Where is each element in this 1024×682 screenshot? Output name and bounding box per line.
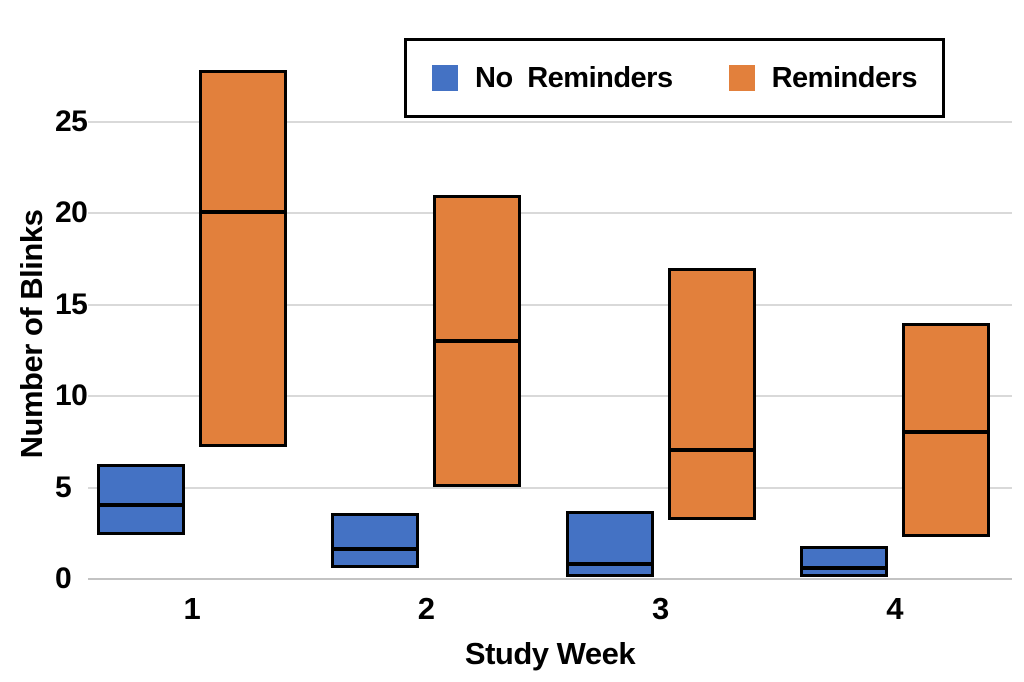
median-line-reminders-week-2 <box>435 338 520 343</box>
legend-item-no-reminders: No Reminders <box>432 62 673 95</box>
y-axis-title: Number of Blinks <box>14 209 49 459</box>
legend-swatch-reminders-icon <box>728 65 755 91</box>
y-tick-label-0: 0 <box>55 562 72 595</box>
legend: No Reminders Reminders <box>404 38 945 118</box>
gridline-y-15 <box>88 303 1012 306</box>
legend-label-reminders: Reminders <box>771 61 918 94</box>
box-reminders-week-2 <box>433 194 522 488</box>
box-no-reminders-week-1 <box>97 463 186 536</box>
gridline-y-5 <box>88 486 1012 489</box>
median-line-no-reminders-week-1 <box>99 503 184 508</box>
median-line-no-reminders-week-3 <box>567 561 652 566</box>
x-tick-label-1: 1 <box>183 591 201 626</box>
gridline-y-0 <box>88 578 1012 580</box>
box-no-reminders-week-4 <box>799 546 888 578</box>
x-tick-label-3: 3 <box>652 591 670 626</box>
box-reminders-week-4 <box>901 322 990 537</box>
median-line-no-reminders-week-2 <box>333 547 418 552</box>
box-no-reminders-week-2 <box>331 513 420 568</box>
x-tick-label-4: 4 <box>886 591 904 626</box>
y-tick-label-25: 25 <box>55 104 88 138</box>
legend-label-no-reminders: No Reminders <box>475 61 673 94</box>
y-tick-label-5: 5 <box>55 470 72 504</box>
gridline-y-10 <box>88 395 1012 397</box>
x-axis-title: Study Week <box>464 636 636 671</box>
median-line-reminders-week-1 <box>201 210 286 215</box>
gridline-y-20 <box>88 212 1012 214</box>
box-reminders-week-3 <box>667 267 756 521</box>
y-tick-label-10: 10 <box>55 379 88 412</box>
gridline-y-25 <box>88 120 1012 123</box>
median-line-no-reminders-week-4 <box>801 565 886 570</box>
box-no-reminders-week-3 <box>565 511 654 578</box>
median-line-reminders-week-4 <box>903 430 988 435</box>
box-reminders-week-1 <box>199 70 288 448</box>
y-tick-label-15: 15 <box>55 287 88 321</box>
legend-swatch-no-reminders-icon <box>432 65 458 91</box>
y-tick-label-20: 20 <box>55 196 88 229</box>
x-tick-label-2: 2 <box>417 591 435 626</box>
median-line-reminders-week-3 <box>669 448 754 453</box>
legend-item-reminders: Reminders <box>728 61 918 95</box>
